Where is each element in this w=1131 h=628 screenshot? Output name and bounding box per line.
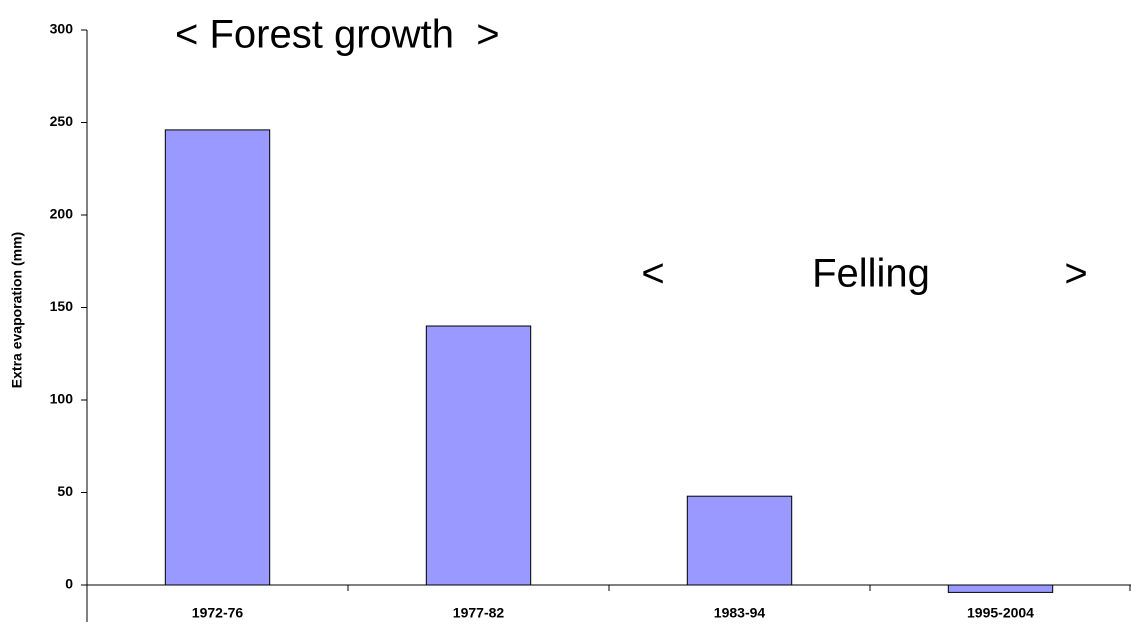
annotation: < Forest growth > [175, 13, 500, 57]
annotation: Felling [812, 252, 930, 296]
y-tick-label: 50 [57, 483, 73, 499]
x-tick-label: 1977-82 [453, 605, 505, 621]
x-tick-label: 1972-76 [192, 605, 244, 621]
y-tick-label: 0 [65, 576, 73, 592]
bar [164, 129, 271, 586]
y-tick-label: 300 [50, 21, 74, 37]
bar [686, 495, 793, 586]
y-tick-label: 150 [50, 298, 74, 314]
annotation: < [641, 252, 664, 296]
bar [425, 325, 532, 586]
y-axis-title: Extra evaporation (mm) [9, 232, 25, 388]
y-tick-label: 250 [50, 113, 74, 129]
x-tick-label: 1983-94 [714, 605, 766, 621]
annotation: > [1064, 252, 1087, 296]
bar [947, 584, 1054, 593]
y-tick-label: 100 [50, 391, 74, 407]
y-tick-label: 200 [50, 206, 74, 222]
x-tick-label: 1995-2004 [967, 605, 1034, 621]
